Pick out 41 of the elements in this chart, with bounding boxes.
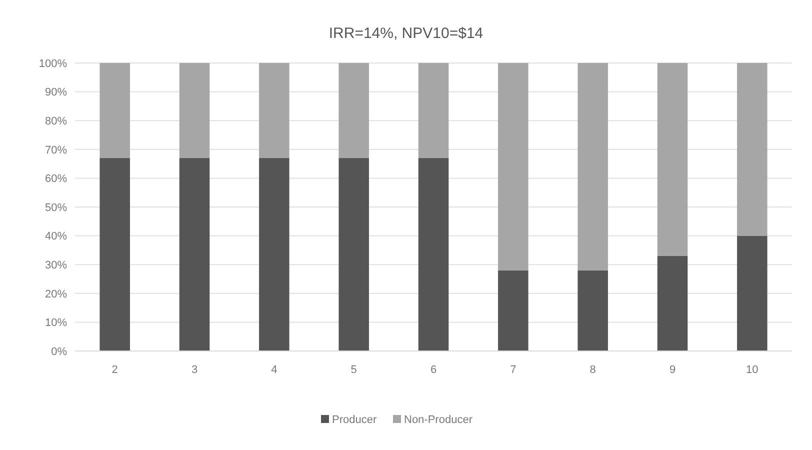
legend-label: Non-Producer [404,414,473,426]
bar [100,158,130,351]
bar [578,270,608,351]
bar [259,63,290,158]
bar [657,63,688,256]
bar [418,158,449,351]
chart-title: IRR=14%, NPV10=$14 [328,25,484,42]
x-tick-label: 7 [510,364,516,376]
y-tick-label: 70% [44,144,68,156]
x-tick-label: 6 [430,364,437,376]
x-tick-label: 9 [669,364,676,376]
y-tick-label: 80% [44,115,68,128]
y-tick-label: 90% [44,86,68,99]
legend-label: Producer [332,414,377,426]
bar [100,63,130,158]
x-tick-label: 8 [590,364,596,376]
bar [179,158,210,351]
bar [737,236,768,351]
bar [657,256,688,351]
y-tick-label: 40% [44,230,68,243]
y-tick-label: 0% [51,346,68,358]
x-tick-label: 5 [350,364,357,376]
bar [498,63,528,270]
bar [179,63,210,158]
y-tick-label: 20% [44,288,68,300]
x-tick-label: 4 [271,364,278,376]
x-tick-label: 2 [112,364,118,376]
y-tick-label: 100% [38,58,68,70]
bar [737,63,768,236]
bar [259,158,290,351]
y-tick-label: 60% [44,173,68,186]
y-tick-label: 10% [44,317,68,330]
x-tick-label: 3 [191,364,198,376]
y-tick-label: 50% [44,202,68,214]
bar [418,63,449,158]
bar [498,270,528,351]
bar [338,63,369,158]
x-tick-label: 10 [746,364,758,376]
bar [578,63,608,270]
y-tick-label: 30% [44,259,68,272]
bar [338,158,369,351]
